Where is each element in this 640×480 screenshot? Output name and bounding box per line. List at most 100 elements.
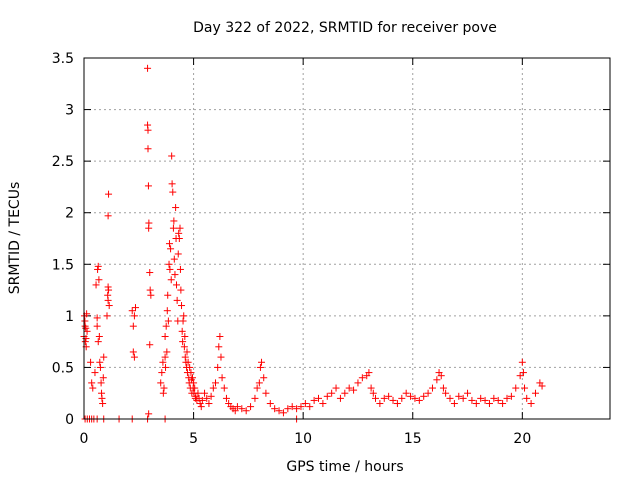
y-tick-label: 2.5 [52,154,74,170]
data-point [216,332,224,340]
data-point [332,384,340,392]
data-point [167,245,175,253]
data-point [162,363,170,371]
data-point [145,224,153,232]
x-tick-label: 0 [80,431,89,447]
y-tick-label: 0 [65,412,74,428]
data-point [98,394,106,402]
data-point [341,389,349,397]
data-point [162,322,170,330]
data-point [168,152,176,160]
data-point [358,374,366,382]
data-point [439,384,447,392]
y-tick-label: 3 [65,103,74,119]
data-point [258,358,266,366]
data-point [464,389,472,397]
data-point [96,358,104,366]
data-point [209,384,217,392]
data-point [531,389,539,397]
data-point [157,379,165,387]
data-point [103,312,111,320]
y-axis-label: SRMTID / TECUs [7,182,23,295]
data-point [538,382,546,390]
data-point [181,332,189,340]
data-point [310,396,318,404]
data-point [164,291,172,299]
data-point [247,403,255,411]
data-point [105,302,113,310]
data-point [415,396,423,404]
data-point [166,265,174,273]
data-point [203,394,211,402]
data-point [171,271,179,279]
data-point [231,407,239,415]
data-point [519,369,527,377]
data-point [99,374,107,382]
data-point [494,396,502,404]
x-tick-label: 5 [189,431,198,447]
data-points [80,64,546,423]
data-point [336,394,344,402]
data-point [398,394,406,402]
data-point [83,327,91,335]
data-point [472,400,480,408]
data-point [188,374,196,382]
data-point [284,405,292,413]
data-point [186,363,194,371]
chart-title: Day 322 of 2022, SRMTID for receiver pov… [193,20,497,36]
data-point [81,338,89,346]
data-point [95,332,103,340]
data-point [345,384,353,392]
data-point [159,358,167,366]
data-point [100,353,108,361]
data-point [104,212,112,220]
data-point [380,394,388,402]
data-point [255,379,263,387]
data-point [165,240,173,248]
data-point [407,392,415,400]
data-point [174,250,182,258]
data-point [169,188,177,196]
data-point [129,322,137,330]
data-point [420,392,428,400]
data-point [428,384,436,392]
data-point [158,369,166,377]
data-point [194,389,202,397]
data-point [402,389,410,397]
data-point [253,384,261,392]
data-point [411,394,419,402]
data-point [163,348,171,356]
data-point [97,379,105,387]
data-point [220,384,228,392]
data-point [251,394,259,402]
y-tick-label: 1.5 [52,257,74,273]
data-point [88,379,96,387]
data-point [301,400,309,408]
data-point [144,126,152,134]
data-point [178,327,186,335]
y-tick-label: 3.5 [52,51,74,67]
y-tick-label: 2 [65,206,74,222]
data-point [217,353,225,361]
data-point [128,307,136,315]
data-point [385,392,393,400]
data-point [172,204,180,212]
data-point [450,400,458,408]
tick-labels: 0 5 10 15 20 0 0.5 1 1.5 2 2.5 3 3.5 [52,51,532,447]
data-point [104,291,112,299]
data-point [369,389,377,397]
data-point [262,389,270,397]
data-point [218,374,226,382]
data-point [146,341,154,349]
data-point [159,389,167,397]
data-point [293,405,301,413]
data-point [371,394,379,402]
data-point [437,372,445,380]
data-point [99,400,107,408]
data-point [168,180,176,188]
data-point [146,286,154,294]
data-point [323,392,331,400]
data-point [485,400,493,408]
data-point [94,262,102,270]
